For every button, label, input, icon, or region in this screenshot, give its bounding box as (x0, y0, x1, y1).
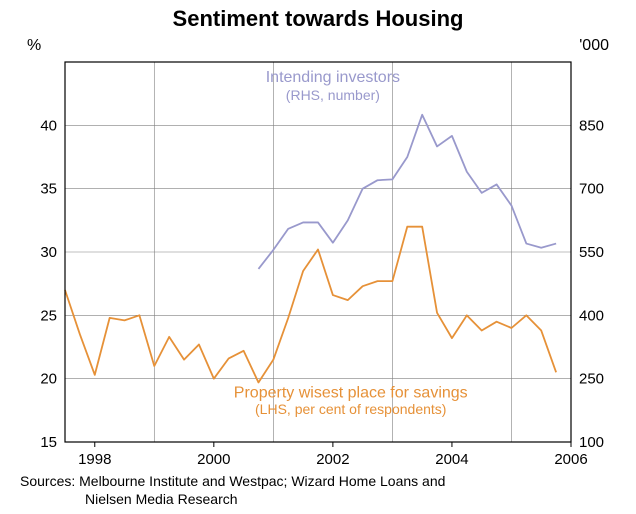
chart-container: 15 20 25 30 35 40 100 250 400 550 700 850 1998 2000 20… (0, 0, 636, 514)
x-tick-label: 1998 (78, 451, 111, 468)
sublabel-property-wisest: (LHS, per cent of respondents) (255, 401, 446, 417)
sublabel-intending-investors: (RHS, number) (286, 87, 380, 103)
right-tick-label: 850 (579, 117, 604, 134)
label-intending-investors: Intending investors (266, 69, 400, 86)
sources-line1: Sources: Melbourne Institute and Westpac… (20, 473, 445, 489)
left-axis-unit: % (27, 37, 41, 54)
chart-title: Sentiment towards Housing (173, 6, 464, 31)
x-tick-label: 2000 (197, 451, 230, 468)
right-tick-label: 700 (579, 181, 604, 198)
right-tick-label: 400 (579, 307, 604, 324)
left-tick-label: 25 (40, 307, 57, 324)
left-tick-label: 40 (40, 117, 57, 134)
sentiment-chart: 15 20 25 30 35 40 100 250 400 550 700 850 1998 2000 20… (0, 0, 636, 514)
right-axis-unit: '000 (579, 37, 609, 54)
x-tick-label: 2002 (316, 451, 349, 468)
x-tick-label: 2006 (554, 451, 587, 468)
left-tick-label: 35 (40, 181, 57, 198)
left-tick-label: 30 (40, 244, 57, 261)
sources-prefix: Sources: (20, 473, 75, 489)
right-tick-label: 550 (579, 244, 604, 261)
sources-line2: Nielsen Media Research (85, 491, 238, 507)
right-tick-label: 100 (579, 434, 604, 451)
left-tick-label: 20 (40, 371, 57, 388)
x-tick-label: 2004 (435, 451, 468, 468)
left-tick-label: 15 (40, 434, 57, 451)
label-property-wisest: Property wisest place for savings (234, 385, 468, 402)
right-tick-label: 250 (579, 371, 604, 388)
